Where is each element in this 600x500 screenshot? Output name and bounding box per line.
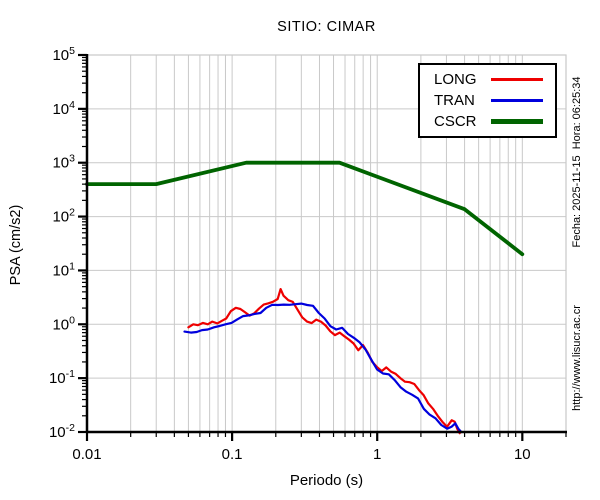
- svg-text:0.1: 0.1: [222, 446, 243, 463]
- y-axis-label: PSA (cm/s2): [8, 204, 24, 286]
- svg-text:0.01: 0.01: [72, 446, 101, 463]
- svg-text:101: 101: [52, 260, 75, 279]
- svg-text:102: 102: [52, 207, 75, 226]
- legend-label-long: LONG: [434, 70, 477, 88]
- website-text: http://www.lisucr.ac.cr: [571, 305, 583, 411]
- legend-line-tran: [491, 99, 543, 102]
- legend-item-long: LONG: [420, 71, 555, 89]
- svg-text:104: 104: [52, 99, 75, 118]
- legend-label-tran: TRAN: [434, 91, 475, 109]
- legend-item-tran: TRAN: [420, 92, 555, 110]
- legend: LONG TRAN CSCR: [418, 63, 557, 138]
- legend-line-long: [491, 78, 543, 81]
- svg-text:10-1: 10-1: [49, 368, 75, 387]
- svg-text:103: 103: [52, 153, 75, 172]
- svg-text:10-2: 10-2: [49, 422, 75, 441]
- x-axis-label: Periodo (s): [289, 472, 364, 489]
- svg-text:100: 100: [52, 314, 75, 333]
- svg-text:10: 10: [514, 446, 531, 463]
- timestamp-text: Fecha: 2025-11-15 Hora: 06:25:34: [571, 76, 583, 248]
- svg-text:105: 105: [52, 45, 75, 64]
- legend-line-cscr: [491, 119, 543, 124]
- svg-text:1: 1: [373, 446, 381, 463]
- legend-label-cscr: CSCR: [434, 112, 477, 130]
- legend-item-cscr: CSCR: [420, 113, 555, 131]
- chart-title: SITIO: CIMAR: [277, 19, 376, 35]
